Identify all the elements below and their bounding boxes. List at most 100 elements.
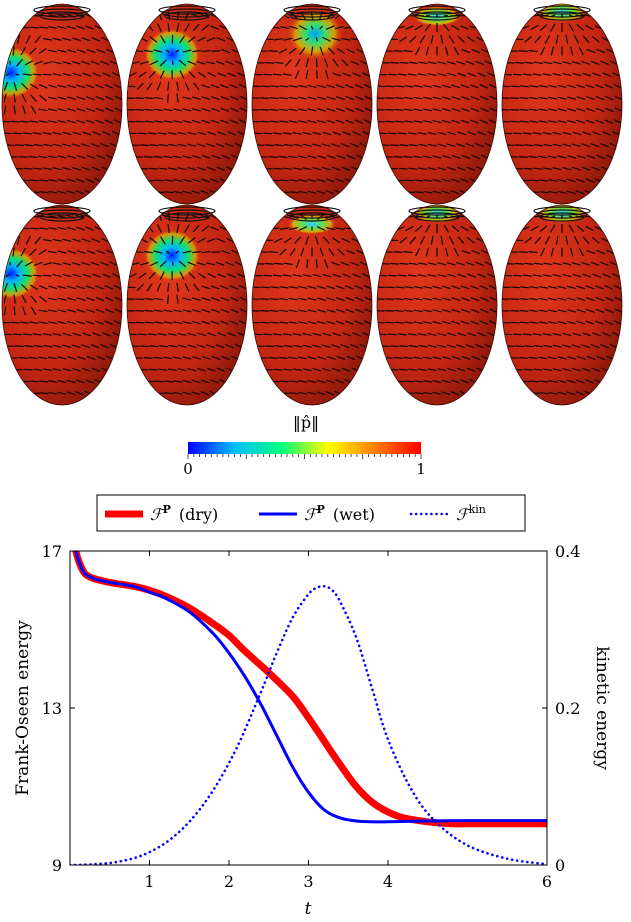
director-arrow — [3, 93, 7, 103]
director-arrow — [331, 143, 340, 148]
director-arrow — [25, 236, 31, 245]
director-arrow — [274, 144, 284, 147]
director-arrow — [350, 143, 359, 148]
director-arrow — [355, 308, 364, 314]
director-arrow — [562, 262, 572, 266]
director-arrow — [75, 178, 85, 183]
director-arrow — [332, 273, 342, 278]
director-arrow — [574, 236, 579, 245]
spheroid-body — [502, 205, 622, 405]
director-arrow — [211, 154, 221, 159]
director-arrow — [532, 73, 542, 76]
director-arrow — [565, 235, 569, 245]
director-arrow — [165, 49, 170, 53]
director-arrow — [288, 155, 298, 159]
director-arrow — [5, 274, 10, 277]
director-arrow — [220, 308, 230, 313]
director-arrow — [85, 84, 95, 89]
director-arrow — [95, 297, 105, 302]
director-arrow — [177, 143, 187, 147]
director-arrow — [48, 84, 58, 89]
director-arrow — [24, 144, 34, 147]
director-arrow — [581, 261, 590, 266]
director-arrow — [272, 333, 282, 336]
director-arrow — [101, 238, 110, 243]
director-arrow — [538, 108, 548, 112]
director-arrow — [461, 308, 470, 313]
director-arrow — [417, 167, 428, 170]
director-arrow — [239, 308, 247, 314]
director-arrow — [104, 285, 114, 290]
director-arrow — [557, 379, 567, 384]
director-arrow — [332, 131, 342, 136]
director-arrow — [279, 248, 287, 256]
director-arrow — [298, 391, 308, 395]
director-arrow — [512, 274, 523, 277]
director-arrow — [335, 84, 345, 89]
director-arrow — [226, 37, 235, 42]
director-arrow — [188, 237, 196, 244]
director-arrow — [480, 308, 489, 314]
director-arrow — [316, 320, 326, 325]
director-arrow — [230, 296, 239, 302]
director-arrow — [158, 368, 168, 371]
polar-rim — [289, 212, 335, 222]
director-arrow — [539, 380, 549, 383]
director-arrow — [13, 306, 16, 316]
director-arrow — [397, 73, 407, 76]
director-arrow — [509, 298, 520, 300]
director-arrow — [571, 262, 581, 266]
director-arrow — [16, 260, 23, 268]
director-arrow — [207, 72, 216, 77]
director-arrow — [528, 155, 538, 159]
director-arrow — [230, 95, 239, 101]
director-arrow — [225, 261, 234, 266]
director-arrow — [268, 251, 278, 253]
director-arrow — [562, 344, 572, 348]
director-arrow — [389, 262, 400, 265]
director-arrow — [409, 236, 417, 244]
director-arrow — [540, 46, 546, 56]
director-arrow — [173, 391, 183, 395]
director-arrow — [52, 143, 62, 147]
director-arrow — [414, 191, 424, 194]
director-arrow — [230, 308, 239, 314]
director-arrow — [96, 249, 105, 255]
director-arrow — [42, 167, 53, 170]
director-arrow — [394, 97, 404, 100]
director-arrow — [52, 262, 62, 266]
director-arrow — [62, 131, 72, 136]
director-arrow — [299, 47, 306, 55]
director-arrow — [342, 273, 352, 278]
director-arrow — [197, 36, 206, 42]
director-arrow — [423, 321, 433, 325]
director-arrow — [86, 250, 96, 255]
director-arrow — [331, 261, 340, 266]
director-arrow — [25, 35, 31, 44]
director-arrow — [335, 379, 344, 384]
director-arrow — [95, 96, 105, 101]
director-arrow — [586, 154, 596, 159]
director-arrow — [297, 96, 308, 100]
defect — [2, 247, 39, 300]
director-arrow — [211, 107, 220, 112]
director-arrow — [96, 355, 105, 361]
director-arrow — [216, 238, 226, 243]
director-arrow — [419, 35, 426, 44]
director-arrow — [576, 155, 586, 159]
director-arrow — [475, 143, 484, 148]
director-arrow — [595, 107, 605, 112]
director-arrow — [17, 34, 21, 44]
director-arrow — [414, 24, 423, 31]
director-arrow — [442, 96, 451, 100]
director-arrow — [20, 46, 26, 56]
spheroid-outline — [1, 204, 123, 406]
director-arrow — [221, 48, 230, 54]
director-arrow — [529, 286, 539, 289]
defect — [144, 28, 200, 81]
director-arrow — [450, 178, 460, 183]
director-arrow — [210, 226, 219, 231]
director-arrow — [316, 190, 326, 195]
legend-suffix: (wet) — [333, 505, 375, 524]
director-arrow — [39, 392, 49, 395]
